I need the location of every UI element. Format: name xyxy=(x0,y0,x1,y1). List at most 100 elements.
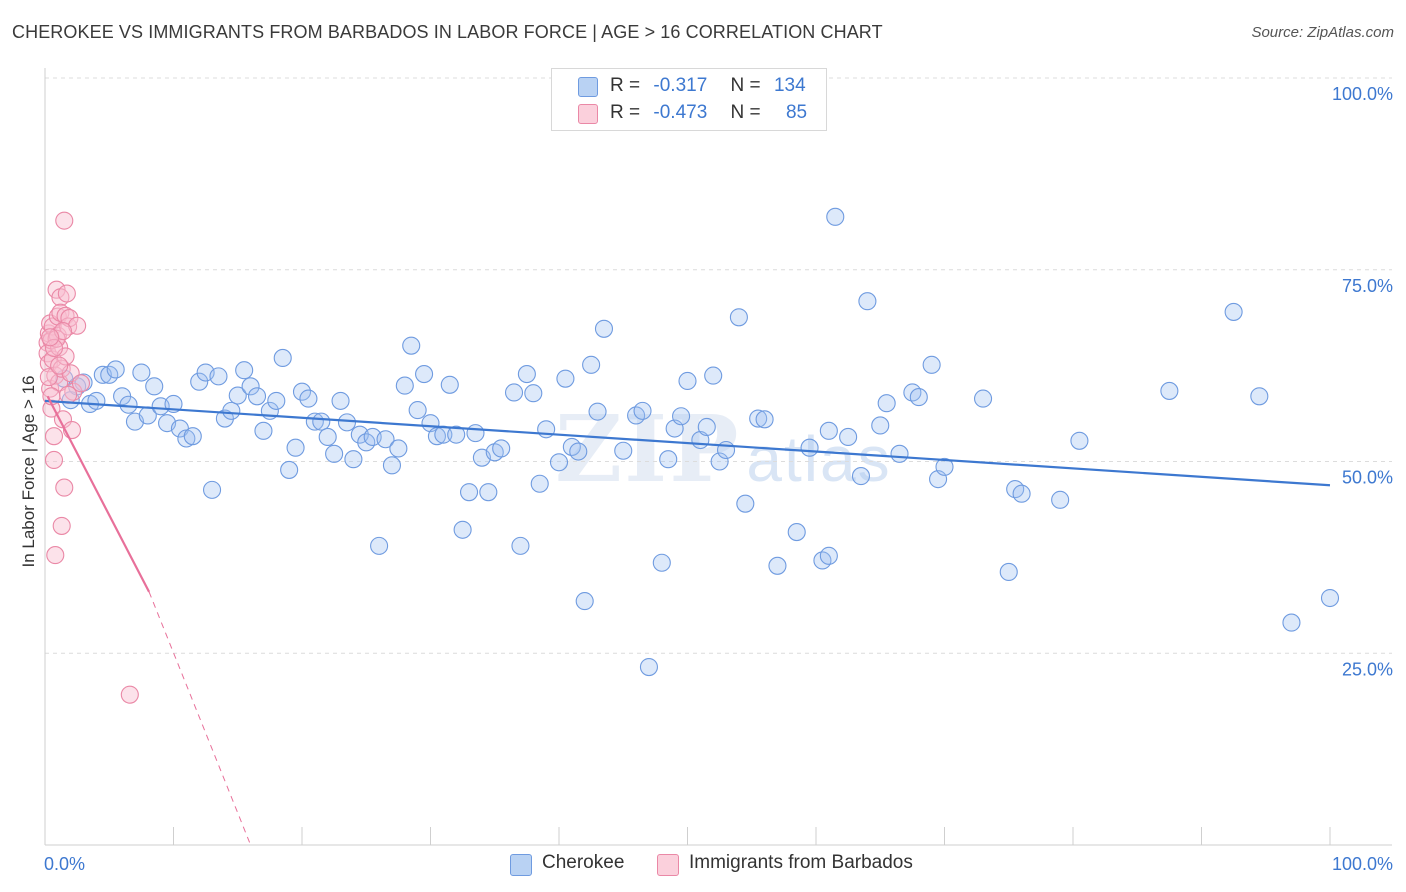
y-tick-label: 75.0% xyxy=(1342,276,1393,296)
cherokee-legend-swatch xyxy=(510,854,532,876)
cherokee-point xyxy=(1160,381,1179,400)
cherokee-point xyxy=(228,386,247,405)
r-value: -0.317 xyxy=(653,75,708,96)
cherokee-point xyxy=(858,292,877,311)
barbados-point xyxy=(46,546,65,565)
y-axis-label: In Labor Force | Age > 16 xyxy=(19,375,38,567)
chart-title: CHEROKEE VS IMMIGRANTS FROM BARBADOS IN … xyxy=(12,22,883,42)
n-value: 134 xyxy=(773,75,806,96)
cherokee-point xyxy=(819,546,838,565)
cherokee-point xyxy=(459,483,479,502)
cherokee-point xyxy=(697,417,716,437)
cherokee-point xyxy=(819,421,838,440)
cherokee-point xyxy=(299,389,318,408)
n-label: N = xyxy=(730,102,761,123)
cherokee-point xyxy=(877,394,896,413)
cherokee-point xyxy=(890,444,909,463)
cherokee-point xyxy=(710,452,729,471)
cherokee-point xyxy=(633,401,652,420)
y-tick-label: 100.0% xyxy=(1332,84,1393,104)
cherokee-point xyxy=(106,360,125,379)
cherokee-point xyxy=(479,483,498,502)
cherokee-point xyxy=(627,406,646,425)
cherokee-point xyxy=(132,363,151,382)
cherokee-point xyxy=(440,375,459,394)
cherokee-point xyxy=(1012,484,1031,503)
cherokee-point xyxy=(215,409,234,428)
cherokee-point xyxy=(871,416,890,435)
trend-lines xyxy=(44,395,1331,846)
x-tick-label-min: 0.0% xyxy=(44,854,85,874)
cherokee-point xyxy=(935,457,954,476)
watermark: ZIPatlas xyxy=(555,395,892,503)
barbados-point xyxy=(59,385,78,404)
cherokee-point xyxy=(209,367,228,386)
cherokee-point xyxy=(562,437,581,456)
cherokee-point xyxy=(504,383,524,402)
r-label: R = xyxy=(610,75,641,96)
barbados-point xyxy=(44,450,64,470)
cherokee-point xyxy=(582,355,601,374)
barbados-point xyxy=(52,516,71,535)
cherokee-point xyxy=(1282,613,1301,632)
cherokee-point xyxy=(344,450,363,469)
barbados-trend-extension xyxy=(148,591,252,846)
barbados-point xyxy=(44,427,64,446)
axis-labels: 25.0% 50.0% 75.0% 100.0% 0.0% 100.0% In Labor … xyxy=(19,84,1393,874)
barbados-point xyxy=(51,303,70,322)
cherokee-point xyxy=(492,439,511,458)
barbados-point xyxy=(44,338,64,358)
cherokee-point xyxy=(331,391,350,410)
cherokee-point xyxy=(1051,490,1070,509)
cherokee-point xyxy=(922,355,941,374)
cherokee-point xyxy=(659,450,678,469)
cherokee-point xyxy=(787,523,806,542)
cherokee-point xyxy=(556,369,575,388)
cherokee-point xyxy=(755,410,774,429)
cherokee-point xyxy=(839,427,858,447)
y-tick-label: 50.0% xyxy=(1342,468,1393,488)
cherokee-point xyxy=(145,377,164,396)
cherokee-point xyxy=(639,658,659,677)
cherokee-point xyxy=(672,407,691,426)
cherokee-point xyxy=(453,520,472,539)
barbados-point xyxy=(57,284,76,303)
cherokee-point xyxy=(549,453,569,472)
cherokee-point xyxy=(569,442,588,461)
cherokee-point xyxy=(826,207,845,226)
cherokee-point xyxy=(588,402,607,421)
cherokee-point xyxy=(382,456,402,475)
barbados-point xyxy=(55,478,74,497)
axes xyxy=(44,68,1392,846)
cherokee-point xyxy=(903,383,922,402)
cherokee-point xyxy=(273,348,292,368)
cherokee-point xyxy=(524,384,543,403)
legend-label: Cherokee xyxy=(542,852,625,873)
source-attribution: Source: ZipAtlas.com xyxy=(1251,24,1394,41)
cherokee-point xyxy=(517,365,536,384)
cherokee-point xyxy=(1250,387,1269,406)
cherokee-point xyxy=(190,372,209,391)
cherokee-point xyxy=(370,536,389,555)
cherokee-point xyxy=(318,427,337,447)
cherokee-point xyxy=(614,441,633,460)
cherokee-point xyxy=(1224,302,1243,321)
cherokee-point xyxy=(241,377,260,396)
barbados-point xyxy=(120,685,139,704)
cherokee-point xyxy=(511,536,530,555)
barbados-point xyxy=(41,328,60,347)
cherokee-point xyxy=(408,401,427,420)
cherokee-point xyxy=(678,371,697,391)
cherokee-point xyxy=(973,389,993,408)
cherokee-point xyxy=(402,336,421,355)
cherokee-point xyxy=(87,391,106,410)
n-value: 85 xyxy=(785,102,808,123)
barbados-trend-line xyxy=(46,395,151,593)
cherokee-point xyxy=(395,376,414,395)
cherokee-point xyxy=(813,551,832,570)
cherokee-point xyxy=(376,430,395,449)
x-tick-label-max: 100.0% xyxy=(1332,854,1393,874)
cherokee-point xyxy=(530,474,549,493)
barbados-point xyxy=(55,211,74,230)
cherokee-point xyxy=(183,427,202,446)
